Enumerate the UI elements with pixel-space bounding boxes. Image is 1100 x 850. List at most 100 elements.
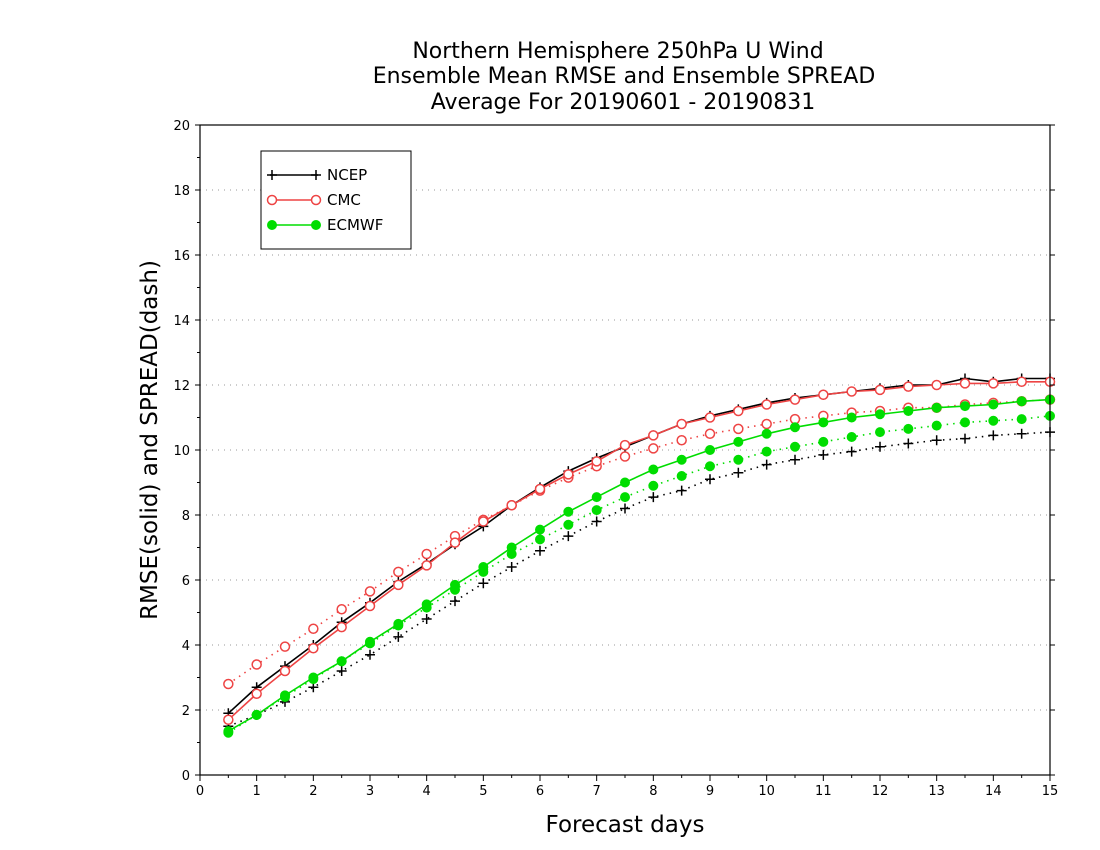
legend: NCEP CMC ECMWF: [260, 150, 412, 250]
data-point-ecmwf-rmse: [365, 636, 375, 647]
data-point-cmc-rmse: [449, 537, 461, 548]
x-tick-label: 6: [536, 784, 544, 799]
data-point-ecmwf-rmse: [875, 409, 885, 420]
data-point-ecmwf-spread: [648, 480, 659, 491]
y-tick-label: 14: [173, 314, 190, 329]
data-point-ecmwf-spread: [761, 446, 772, 457]
chart-title: Northern Hemisphere 250hPa U Wind Ensemb…: [373, 39, 876, 115]
data-point-ecmwf-spread: [535, 534, 545, 545]
chart-title-line-2: Ensemble Mean RMSE and Ensemble SPREAD: [373, 64, 876, 89]
y-tick-label: 16: [173, 249, 190, 264]
y-tick-label: 2: [182, 704, 190, 719]
x-tick-label: 5: [479, 784, 487, 799]
data-point-cmc-rmse: [478, 516, 489, 527]
data-point-cmc-rmse: [704, 412, 716, 423]
data-point-ecmwf-rmse: [790, 422, 800, 433]
y-tick-label: 8: [182, 509, 190, 524]
y-tick-label: 18: [173, 184, 190, 199]
series-ncep-spread-line: [228, 431, 1051, 728]
data-point-ecmwf-rmse: [223, 726, 234, 737]
data-point-cmc-rmse: [733, 405, 744, 417]
legend-marker: [267, 220, 277, 230]
series-ncep: [223, 373, 1055, 732]
data-point-cmc-rmse: [761, 399, 772, 410]
data-point-cmc-rmse: [619, 439, 631, 451]
data-point-cmc-spread: [364, 586, 376, 597]
data-point-cmc-rmse: [563, 469, 574, 480]
data-point-cmc-rmse: [506, 500, 517, 511]
x-tick-label: 3: [366, 784, 374, 799]
data-point-ecmwf-rmse: [308, 672, 319, 683]
data-point-ecmwf-spread: [818, 436, 829, 447]
data-point-ecmwf-rmse: [506, 542, 517, 553]
x-tick-label: 12: [872, 784, 889, 799]
data-point-cmc-spread: [336, 604, 347, 615]
data-point-cmc-rmse: [421, 560, 432, 571]
data-point-ecmwf-rmse: [620, 477, 630, 488]
series-ecmwf-spread-line: [227, 415, 1051, 734]
x-tick-label: 13: [928, 784, 945, 799]
data-point-ecmwf-spread: [705, 461, 715, 472]
y-axis-label: RMSE(solid) and SPREAD(dash): [137, 260, 163, 620]
data-point-ecmwf-rmse: [563, 506, 574, 517]
data-point-ecmwf-spread: [733, 454, 744, 465]
data-point-cmc-spread: [251, 659, 262, 670]
data-point-cmc-rmse: [1016, 376, 1027, 387]
data-point-cmc-spread: [223, 678, 234, 690]
data-point-cmc-rmse: [534, 483, 546, 495]
x-tick-label: 4: [423, 784, 431, 799]
data-point-ecmwf-spread: [1016, 414, 1027, 425]
series-layer: [223, 373, 1056, 738]
data-point-ecmwf-spread: [846, 432, 857, 442]
data-point-cmc-rmse: [789, 394, 801, 405]
data-point-cmc-spread: [421, 548, 432, 560]
series-ecmwf-rmse-line: [227, 398, 1051, 732]
data-point-ecmwf-rmse: [960, 401, 970, 412]
data-point-ecmwf-rmse: [705, 445, 715, 455]
data-point-cmc-spread: [704, 428, 716, 439]
series-ecmwf: [223, 394, 1055, 738]
data-point-ecmwf-rmse: [591, 492, 602, 503]
data-point-ecmwf-rmse: [733, 436, 744, 447]
chart-title-line-1: Northern Hemisphere 250hPa U Wind: [412, 39, 823, 64]
data-point-cmc-spread: [733, 423, 744, 435]
legend-item-ncep: NCEP: [267, 166, 367, 184]
data-point-ecmwf-spread: [960, 417, 970, 428]
legend-label-cmc: CMC: [327, 191, 361, 209]
data-point-ecmwf-spread: [903, 423, 914, 434]
data-point-ecmwf-spread: [988, 415, 999, 426]
data-point-ecmwf-rmse: [280, 690, 290, 701]
x-tick-label: 2: [309, 784, 317, 799]
data-point-ecmwf-rmse: [478, 562, 489, 572]
chart-title-line-3: Average For 20190601 - 20190831: [431, 90, 816, 115]
data-point-ecmwf-rmse: [761, 428, 772, 439]
data-point-ecmwf-spread: [563, 519, 574, 530]
data-point-ecmwf-rmse: [988, 399, 999, 410]
series-cmc-rmse-line: [227, 380, 1050, 721]
legend-marker: [310, 194, 322, 206]
y-axis: 0 2 4 6 8 10 12 14 16 18 20: [173, 119, 1055, 784]
data-point-cmc-rmse: [223, 714, 234, 725]
data-point-cmc-rmse: [393, 579, 404, 591]
data-point-ecmwf-rmse: [421, 599, 432, 610]
data-point-cmc-rmse: [676, 418, 687, 430]
x-tick-label: 7: [593, 784, 601, 799]
data-point-cmc-rmse: [251, 688, 262, 699]
data-point-cmc-spread: [308, 623, 319, 634]
x-tick-label: 9: [706, 784, 714, 799]
data-point-cmc-rmse: [988, 378, 999, 389]
series-ncep-rmse-line: [227, 377, 1050, 714]
series-cmc: [223, 376, 1056, 725]
data-point-cmc-spread: [393, 566, 404, 578]
data-point-cmc-rmse: [364, 600, 376, 612]
data-point-ecmwf-rmse: [931, 402, 942, 413]
legend-item-ecmwf: ECMWF: [267, 216, 383, 234]
x-tick-label: 10: [758, 784, 775, 799]
data-point-cmc-spread: [676, 435, 687, 446]
data-point-ecmwf-spread: [676, 471, 687, 481]
x-axis: 0 1 2 3 4 5 6 7 8 9 10 11 12 13 14 15: [196, 775, 1058, 799]
x-tick-label: 14: [985, 784, 1002, 799]
y-tick-label: 12: [173, 379, 190, 394]
data-point-cmc-rmse: [931, 379, 942, 391]
y-tick-label: 4: [182, 639, 190, 654]
